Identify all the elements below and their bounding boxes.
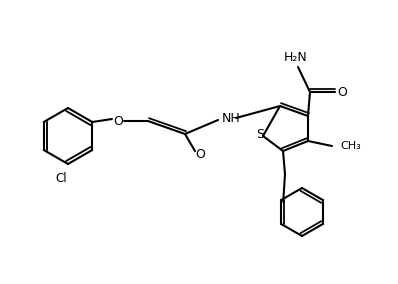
Text: CH₃: CH₃ <box>340 141 361 151</box>
Text: O: O <box>337 85 347 99</box>
Text: NH: NH <box>222 112 241 124</box>
Text: H₂N: H₂N <box>284 51 308 64</box>
Text: S: S <box>256 128 264 141</box>
Text: O: O <box>113 114 123 128</box>
Text: Cl: Cl <box>55 172 67 185</box>
Text: O: O <box>195 147 205 160</box>
